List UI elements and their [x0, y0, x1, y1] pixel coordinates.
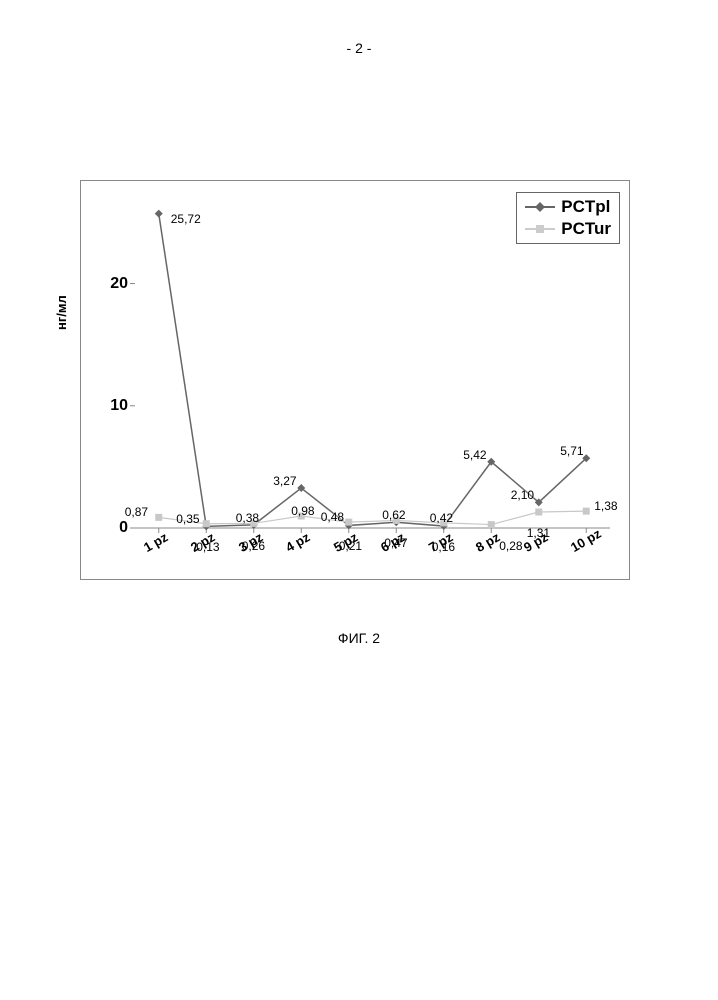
- data-label-pctur: 0,35: [176, 512, 199, 526]
- marker-pctpl: [155, 210, 163, 218]
- data-label-pctur: 1,38: [594, 499, 617, 513]
- data-label-pctpl: 3,27: [273, 474, 296, 488]
- data-label-pctur: 0,48: [321, 510, 344, 524]
- chart-container: нг/мл 01020 25,720,130,263,270,210,470,1…: [80, 180, 630, 580]
- data-label-pctpl: 5,71: [560, 444, 583, 458]
- marker-pctur: [155, 514, 162, 521]
- page-number: - 2 -: [0, 40, 718, 56]
- legend-item-pctur: PCTur: [525, 219, 611, 239]
- data-label-pctur: 0,38: [236, 511, 259, 525]
- page: - 2 - нг/мл 01020 25,720,130,263,270,210…: [0, 0, 718, 1000]
- data-label-pctur: 0,87: [125, 505, 148, 519]
- data-label-pctur: 0,62: [382, 508, 405, 522]
- marker-pctur: [535, 508, 542, 515]
- y-tick-label: 10: [110, 397, 128, 415]
- series-line-pctur: [159, 511, 587, 524]
- marker-pctur: [583, 508, 590, 515]
- data-label-pctpl: 2,10: [511, 488, 534, 502]
- y-tick-label: 0: [119, 519, 128, 537]
- data-label-pctur: 0,42: [430, 511, 453, 525]
- legend: PCTpl PCTur: [516, 192, 620, 244]
- figure-caption: ФИГ. 2: [0, 630, 718, 646]
- series-line-pctpl: [159, 214, 587, 527]
- legend-label-pctur: PCTur: [561, 219, 611, 239]
- legend-item-pctpl: PCTpl: [525, 197, 611, 217]
- marker-pctur: [203, 520, 210, 527]
- data-label-pctpl: 25,72: [171, 212, 201, 226]
- legend-label-pctpl: PCTpl: [561, 197, 610, 217]
- data-label-pctpl: 5,42: [463, 448, 486, 462]
- data-label-pctur: 0,98: [291, 504, 314, 518]
- marker-pctur: [345, 519, 352, 526]
- marker-pctur: [488, 521, 495, 528]
- plot-area: 25,720,130,263,270,210,470,165,422,105,7…: [135, 198, 610, 528]
- data-label-pctur: 0,28: [499, 539, 522, 553]
- y-axis-label: нг/мл: [54, 295, 69, 330]
- y-tick-label: 20: [110, 275, 128, 293]
- chart-svg: [135, 198, 610, 528]
